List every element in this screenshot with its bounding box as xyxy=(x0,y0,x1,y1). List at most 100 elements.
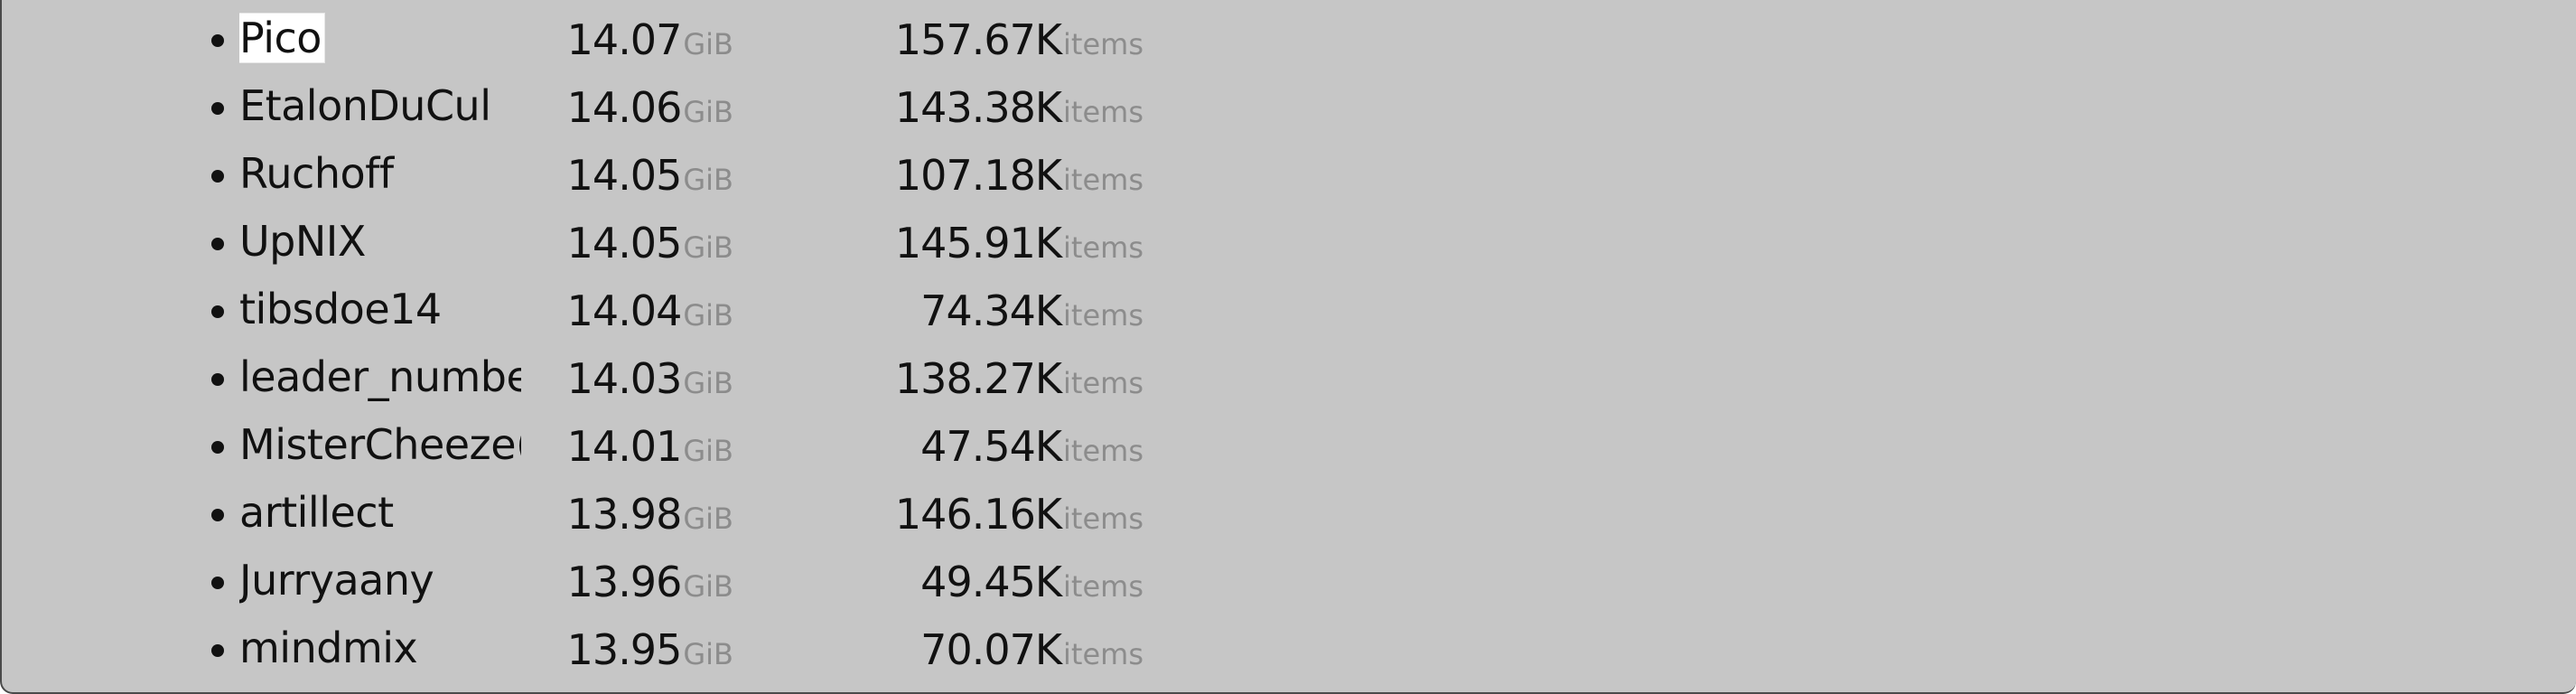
list-item: tibsdoe14 14.04 GiB 74.34K items xyxy=(2,280,1266,348)
list-item: MisterCheeze( 14.01 GiB 47.54K items xyxy=(2,416,1266,483)
user-name-text: mindmix xyxy=(239,624,418,672)
list-item: UpNIX 14.05 GiB 145.91K items xyxy=(2,212,1266,280)
user-name[interactable]: leader_number xyxy=(239,350,521,404)
size-unit: GiB xyxy=(683,27,733,61)
items-number: 146.16K xyxy=(894,490,1062,539)
bullet-icon xyxy=(211,373,224,386)
user-name[interactable]: Jurryaany xyxy=(239,553,521,607)
user-name[interactable]: mindmix xyxy=(239,621,521,675)
items-unit: items xyxy=(1063,95,1143,129)
list-item: EtalonDuCul 14.06 GiB 143.38K items xyxy=(2,77,1266,145)
list-item: Pico 14.07 GiB 157.67K items xyxy=(2,9,1266,77)
size-value: 13.95 GiB xyxy=(490,623,733,677)
size-number: 13.96 xyxy=(566,558,683,606)
user-name-text: EtalonDuCul xyxy=(239,81,491,130)
size-value: 14.05 GiB xyxy=(490,148,733,202)
items-unit: items xyxy=(1063,637,1143,671)
items-unit: items xyxy=(1063,502,1143,536)
size-number: 13.98 xyxy=(566,490,683,539)
user-name-text: artillect xyxy=(239,488,394,537)
user-name-text: MisterCheeze( xyxy=(239,420,521,469)
size-number: 14.03 xyxy=(566,354,683,403)
items-value: 145.91K items xyxy=(797,216,1143,270)
items-number: 70.07K xyxy=(920,625,1062,674)
size-value: 14.04 GiB xyxy=(490,284,733,338)
list-item: leader_number 14.03 GiB 138.27K items xyxy=(2,348,1266,416)
bullet-icon xyxy=(211,34,224,47)
user-name-text: leader_number xyxy=(239,352,521,401)
items-unit: items xyxy=(1063,230,1143,265)
items-unit: items xyxy=(1063,366,1143,400)
size-number: 13.95 xyxy=(566,625,683,674)
items-number: 145.91K xyxy=(894,219,1062,267)
bullet-icon xyxy=(211,577,224,589)
size-unit: GiB xyxy=(683,366,733,400)
bullet-icon xyxy=(211,509,224,521)
user-name-text: Pico xyxy=(239,13,325,63)
items-value: 157.67K items xyxy=(797,13,1143,67)
items-number: 143.38K xyxy=(894,83,1062,132)
items-value: 138.27K items xyxy=(797,352,1143,406)
user-name[interactable]: artillect xyxy=(239,485,521,539)
size-unit: GiB xyxy=(683,163,733,197)
items-value: 143.38K items xyxy=(797,80,1143,135)
size-unit: GiB xyxy=(683,298,733,333)
list-item: Ruchoff 14.05 GiB 107.18K items xyxy=(2,145,1266,212)
items-unit: items xyxy=(1063,163,1143,197)
size-unit: GiB xyxy=(683,502,733,536)
list-item: Jurryaany 13.96 GiB 49.45K items xyxy=(2,551,1266,619)
list-item: mindmix 13.95 GiB 70.07K items xyxy=(2,619,1266,687)
items-unit: items xyxy=(1063,27,1143,61)
items-number: 138.27K xyxy=(894,354,1062,403)
user-name-text: Jurryaany xyxy=(239,556,434,605)
bullet-icon xyxy=(211,238,224,250)
size-value: 14.05 GiB xyxy=(490,216,733,270)
items-value: 107.18K items xyxy=(797,148,1143,202)
size-value: 14.06 GiB xyxy=(490,80,733,135)
bullet-icon xyxy=(211,102,224,115)
list-item: artillect 13.98 GiB 146.16K items xyxy=(2,483,1266,551)
size-unit: GiB xyxy=(683,434,733,468)
user-name[interactable]: tibsdoe14 xyxy=(239,282,521,336)
user-name-text: UpNIX xyxy=(239,217,366,266)
bullet-icon xyxy=(211,644,224,657)
size-number: 14.05 xyxy=(566,219,683,267)
size-value: 14.01 GiB xyxy=(490,419,733,474)
size-number: 14.01 xyxy=(566,422,683,471)
bullet-icon xyxy=(211,170,224,183)
bullet-icon xyxy=(211,305,224,318)
user-name-text: tibsdoe14 xyxy=(239,285,442,333)
size-value: 14.03 GiB xyxy=(490,352,733,406)
items-value: 70.07K items xyxy=(797,623,1143,677)
items-number: 47.54K xyxy=(920,422,1062,471)
user-name[interactable]: MisterCheeze( xyxy=(239,417,521,472)
size-number: 14.06 xyxy=(566,83,683,132)
items-unit: items xyxy=(1063,298,1143,333)
bullet-icon xyxy=(211,441,224,454)
items-unit: items xyxy=(1063,434,1143,468)
user-name[interactable]: UpNIX xyxy=(239,214,521,268)
items-number: 107.18K xyxy=(894,151,1062,200)
items-value: 146.16K items xyxy=(797,487,1143,541)
size-value: 13.98 GiB xyxy=(490,487,733,541)
size-unit: GiB xyxy=(683,95,733,129)
user-name[interactable]: Ruchoff xyxy=(239,146,521,201)
size-number: 14.07 xyxy=(566,15,683,64)
user-name-selected[interactable]: Pico xyxy=(239,11,521,65)
items-number: 157.67K xyxy=(894,15,1062,64)
items-value: 74.34K items xyxy=(797,284,1143,338)
size-value: 13.96 GiB xyxy=(490,555,733,609)
items-value: 49.45K items xyxy=(797,555,1143,609)
size-value: 14.07 GiB xyxy=(490,13,733,67)
size-unit: GiB xyxy=(683,230,733,265)
size-number: 14.04 xyxy=(566,286,683,335)
items-value: 47.54K items xyxy=(797,419,1143,474)
items-number: 49.45K xyxy=(920,558,1062,606)
size-unit: GiB xyxy=(683,569,733,604)
user-name[interactable]: EtalonDuCul xyxy=(239,79,521,133)
items-unit: items xyxy=(1063,569,1143,604)
size-number: 14.05 xyxy=(566,151,683,200)
user-name-text: Ruchoff xyxy=(239,149,394,198)
items-number: 74.34K xyxy=(920,286,1062,335)
